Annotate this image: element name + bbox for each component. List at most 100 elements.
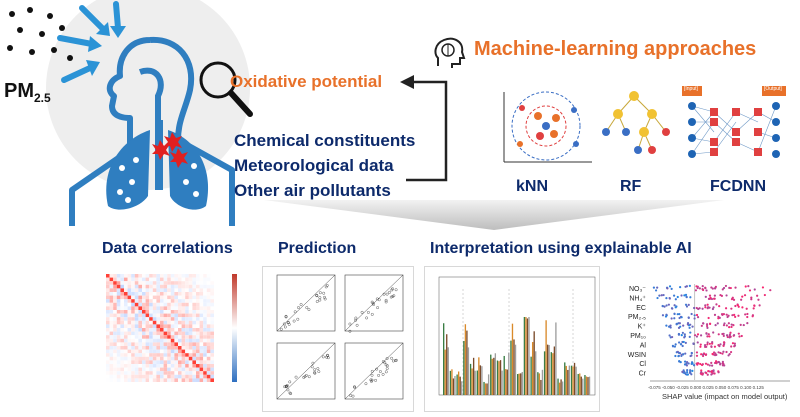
- shap-point: [658, 294, 661, 297]
- section-interpretation: Interpretation using explainable AI: [430, 240, 692, 257]
- heatmap-cell: [134, 310, 139, 314]
- importance-bar: [521, 371, 523, 395]
- shap-point: [747, 285, 750, 288]
- heatmap-cell: [203, 299, 207, 303]
- shap-point: [698, 287, 702, 290]
- heatmap-cell: [131, 335, 135, 339]
- heatmap-cell: [145, 374, 150, 379]
- heatmap-cell: [210, 356, 214, 361]
- importance-bar: [496, 360, 499, 395]
- heatmap-cell: [170, 277, 175, 282]
- heatmap-cell: [188, 313, 193, 318]
- heatmap-cell: [199, 338, 204, 343]
- heatmap-cell: [149, 288, 153, 292]
- heatmap-cell: [156, 356, 160, 361]
- heatmap-cell: [152, 317, 157, 321]
- heatmap-cell: [174, 295, 178, 300]
- heatmap-cell: [210, 353, 214, 357]
- heatmap-cell: [145, 335, 150, 339]
- heatmap-cell: [196, 335, 200, 339]
- importance-bar: [543, 351, 546, 395]
- heatmap-cell: [113, 295, 117, 300]
- heatmap-cell: [196, 371, 200, 375]
- heatmap-cell: [170, 292, 175, 296]
- importance-bar: [555, 322, 557, 395]
- heatmap-cell: [170, 338, 175, 343]
- colorbar: [232, 274, 237, 382]
- shap-point: [668, 285, 672, 288]
- shap-point: [702, 353, 705, 356]
- shap-point: [682, 324, 685, 327]
- heatmap-cell: [106, 331, 110, 336]
- heatmap-cell: [174, 349, 178, 354]
- heatmap-cell: [109, 335, 114, 339]
- heatmap-cell: [192, 360, 196, 364]
- heatmap-cell: [192, 374, 196, 379]
- heatmap-cell: [124, 288, 128, 292]
- knn-diagram: [503, 91, 592, 163]
- heatmap-cell: [116, 295, 121, 300]
- heatmap-cell: [181, 335, 186, 339]
- heatmap-cell: [149, 374, 153, 379]
- shap-point: [654, 289, 658, 292]
- heatmap-cell: [192, 371, 196, 375]
- scatter-point: [379, 370, 382, 373]
- shap-point: [725, 313, 728, 316]
- shap-point: [725, 324, 728, 327]
- heatmap-cell: [145, 288, 150, 292]
- heatmap-cell: [120, 292, 124, 296]
- heatmap-cell: [203, 335, 207, 339]
- shap-point: [667, 325, 671, 328]
- heatmap-cell: [120, 360, 124, 364]
- heatmap-cell: [113, 306, 117, 310]
- heatmap-cell: [196, 346, 200, 350]
- scatter-point: [370, 378, 374, 382]
- importance-bar: [469, 363, 472, 395]
- heatmap-cell: [138, 274, 142, 278]
- heatmap-cell: [152, 288, 157, 292]
- importance-bar: [478, 357, 480, 395]
- heatmap-cell: [192, 320, 196, 325]
- feedback-arrow: [400, 75, 448, 182]
- importance-bar: [575, 366, 577, 395]
- heatmap-cell: [131, 374, 135, 379]
- shap-point: [652, 286, 656, 289]
- heatmap-cell: [113, 324, 117, 328]
- heatmap-cell: [174, 302, 178, 307]
- heatmap-cell: [206, 364, 211, 368]
- heatmap-cell: [163, 295, 168, 300]
- shap-point: [665, 297, 668, 300]
- heatmap-cell: [116, 317, 121, 321]
- scatter-point: [355, 323, 359, 327]
- scatter-point: [288, 380, 292, 384]
- heatmap-cell: [124, 295, 128, 300]
- heatmap-cell: [113, 349, 117, 354]
- scatter-point: [299, 303, 303, 306]
- heatmap-cell: [113, 338, 117, 343]
- heatmap-cell: [152, 306, 157, 310]
- shap-point: [688, 284, 691, 287]
- shap-point: [683, 360, 687, 363]
- scatter-point: [366, 311, 370, 314]
- heatmap-cell: [203, 371, 207, 375]
- importance-bar: [585, 376, 588, 395]
- shap-point: [705, 345, 708, 348]
- heatmap-cell: [199, 342, 204, 346]
- heatmap-cell: [149, 320, 153, 325]
- shap-point: [681, 331, 684, 334]
- heatmap-cell: [156, 331, 160, 336]
- heatmap-cell: [188, 328, 193, 332]
- heatmap-cell: [203, 306, 207, 310]
- heatmap-cell: [124, 353, 128, 357]
- heatmap-cell: [152, 292, 157, 296]
- heatmap-cell: [196, 324, 200, 328]
- heatmap-cell: [134, 331, 139, 336]
- shap-point: [753, 304, 756, 307]
- shap-point: [662, 293, 665, 297]
- heatmap-cell: [188, 288, 193, 292]
- heatmap-cell: [124, 374, 128, 379]
- shap-point: [707, 297, 711, 300]
- importance-bar: [498, 361, 500, 395]
- shap-point: [685, 305, 689, 308]
- importance-bar: [535, 351, 537, 395]
